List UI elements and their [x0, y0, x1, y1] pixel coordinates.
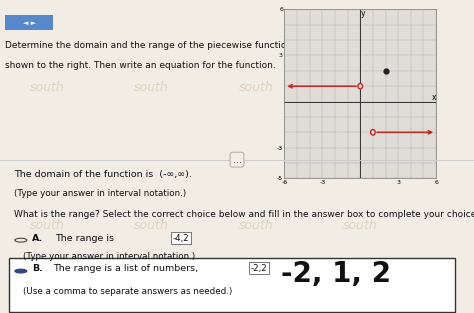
- Text: ◄ ►: ◄ ►: [23, 20, 36, 26]
- Circle shape: [358, 84, 363, 89]
- Text: south: south: [238, 275, 273, 288]
- Text: ...: ...: [233, 155, 241, 165]
- Text: south: south: [343, 275, 378, 288]
- Text: (Type your answer in interval notation.): (Type your answer in interval notation.): [14, 189, 186, 198]
- Circle shape: [15, 269, 27, 273]
- Text: Determine the domain and the range of the piecewise function: Determine the domain and the range of th…: [5, 41, 292, 50]
- Circle shape: [371, 130, 375, 135]
- Text: south: south: [134, 219, 169, 232]
- Text: south: south: [238, 219, 273, 232]
- Text: -4,2: -4,2: [173, 233, 189, 243]
- Text: south: south: [343, 219, 378, 232]
- Text: south: south: [30, 275, 65, 288]
- Text: A.: A.: [32, 234, 44, 243]
- Text: south: south: [30, 81, 65, 94]
- Text: shown to the right. Then write an equation for the function.: shown to the right. Then write an equati…: [5, 61, 275, 70]
- Text: south: south: [134, 81, 169, 94]
- Text: B.: B.: [32, 264, 43, 274]
- Text: -2, 1, 2: -2, 1, 2: [281, 260, 391, 288]
- Text: south: south: [134, 275, 169, 288]
- Text: south: south: [30, 219, 65, 232]
- Text: The range is: The range is: [55, 234, 114, 243]
- Bar: [9, 258, 456, 311]
- Text: south: south: [238, 81, 273, 94]
- Text: -2,2: -2,2: [251, 264, 267, 273]
- Text: (Type your answer in interval notation.): (Type your answer in interval notation.): [23, 252, 195, 261]
- Text: (Use a comma to separate answers as needed.): (Use a comma to separate answers as need…: [23, 287, 233, 296]
- Text: x: x: [431, 93, 436, 102]
- Bar: [5, 15, 54, 30]
- Text: What is the range? Select the correct choice below and fill in the answer box to: What is the range? Select the correct ch…: [14, 210, 474, 219]
- Text: y: y: [361, 9, 365, 18]
- Text: The range is a list of numbers,: The range is a list of numbers,: [53, 264, 198, 274]
- Text: The domain of the function is  (-∞,∞).: The domain of the function is (-∞,∞).: [14, 170, 192, 179]
